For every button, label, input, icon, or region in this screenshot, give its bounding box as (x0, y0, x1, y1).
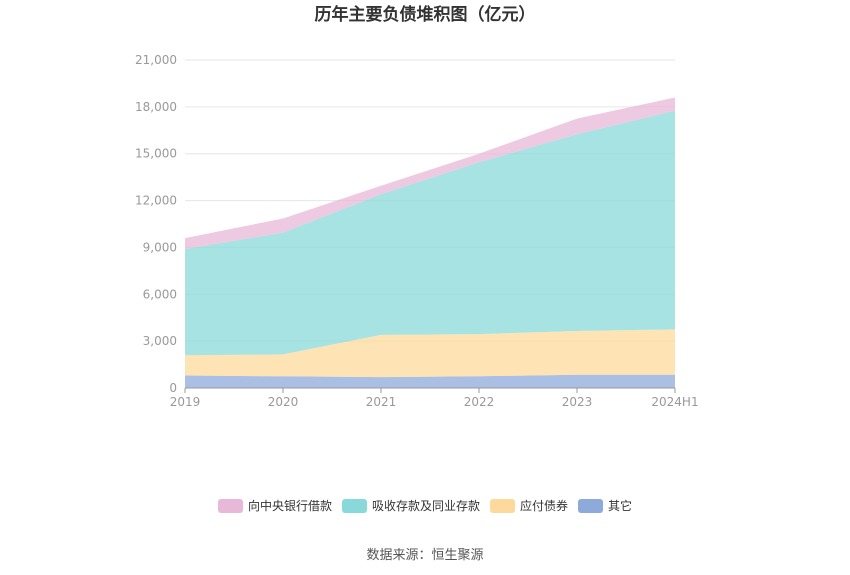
legend-label: 应付债券 (520, 498, 568, 513)
y-tick-label: 15,000 (135, 147, 177, 161)
axes: 2019 2020 2021 2022 2023 2024H1 (170, 387, 699, 409)
legend-swatch (218, 499, 243, 513)
y-tick-label: 12,000 (135, 194, 177, 208)
legend-label: 吸收存款及同业存款 (372, 499, 480, 513)
area-series (185, 97, 675, 388)
y-tick-label: 3,000 (143, 334, 177, 348)
data-source-note: 数据来源：恒生聚源 (366, 548, 483, 563)
y-tick-label: 6,000 (143, 287, 177, 301)
y-tick-label: 21,000 (135, 53, 177, 67)
y-tick-label: 9,000 (143, 240, 177, 254)
area-吸收存款及同业存款 (185, 110, 675, 356)
legend-item[interactable]: 向中央银行借款 (218, 498, 332, 513)
legend-item[interactable]: 其它 (578, 498, 632, 513)
y-tick-label: 18,000 (135, 100, 177, 114)
legend-label: 其它 (608, 498, 632, 513)
legend-swatch (490, 499, 515, 513)
x-tick-label: 2020 (268, 395, 299, 409)
x-tick-label: 2019 (170, 395, 201, 409)
x-tick-label: 2023 (562, 395, 593, 409)
legend-item[interactable]: 吸收存款及同业存款 (342, 499, 480, 513)
x-tick-label: 2024H1 (651, 395, 698, 409)
area-应付债券 (185, 329, 675, 378)
legend-swatch (342, 499, 367, 513)
legend-swatch (578, 499, 603, 513)
x-tick-label: 2021 (366, 395, 397, 409)
x-tick-label: 2022 (464, 395, 495, 409)
area-其它 (185, 374, 675, 388)
legend-item[interactable]: 应付债券 (490, 498, 568, 513)
chart-title: 历年主要负债堆积图（亿元） (315, 4, 536, 25)
y-tick-label: 0 (169, 381, 177, 395)
area-向中央银行借款 (185, 97, 675, 249)
legend: 向中央银行借款 吸收存款及同业存款 应付债券 其它 (218, 498, 632, 513)
legend-label: 向中央银行借款 (248, 498, 332, 513)
